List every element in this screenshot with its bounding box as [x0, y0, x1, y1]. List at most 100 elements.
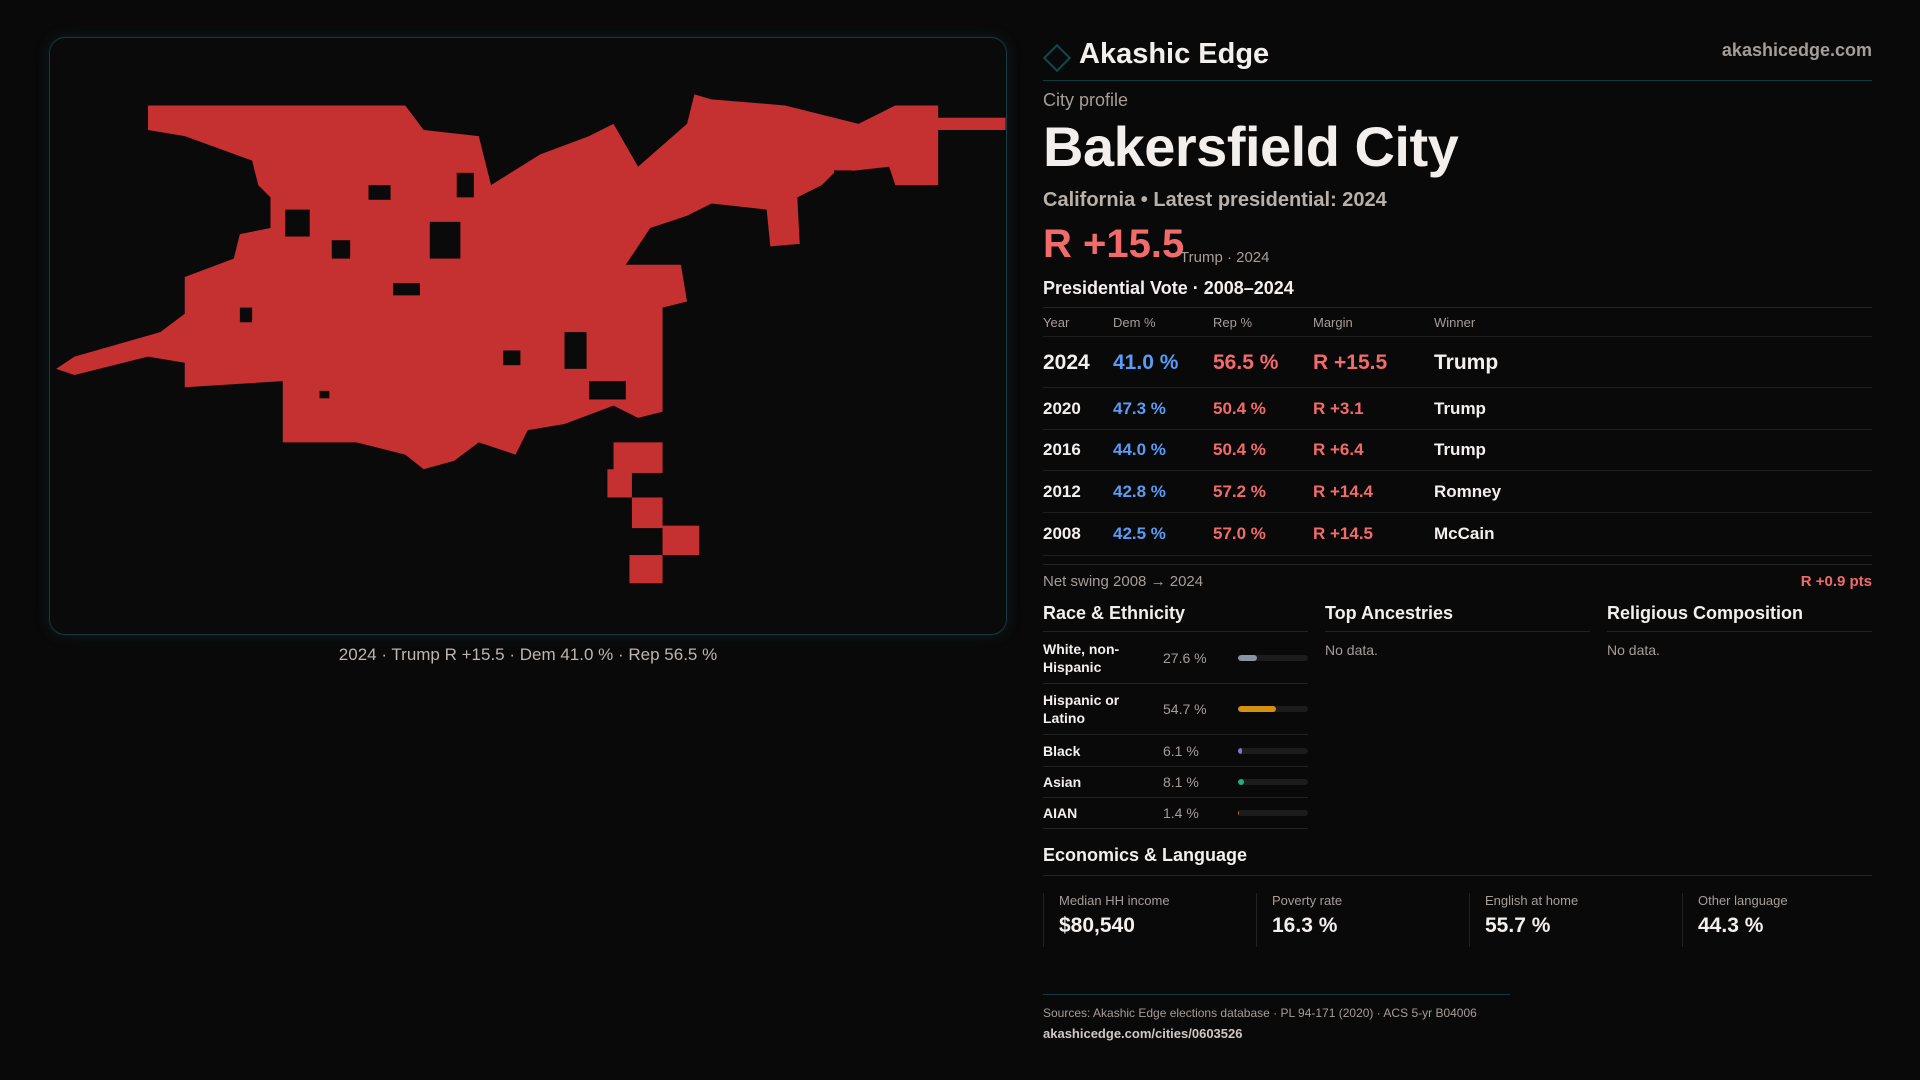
vote-row: 2008 42.5 % 57.0 % R +14.5 McCain — [1043, 513, 1872, 556]
header-divider — [1043, 80, 1872, 81]
col-margin: Margin — [1313, 315, 1353, 330]
religion-section: Religious Composition No data. — [1607, 600, 1872, 658]
brand[interactable]: Akashic Edge — [1042, 38, 1270, 72]
race-label: Black — [1043, 742, 1081, 759]
vote-rep: 57.2 % — [1213, 481, 1266, 501]
race-value: 6.1 % — [1163, 742, 1199, 759]
race-value: 54.7 % — [1163, 701, 1207, 717]
race-label: White, non-Hispanic — [1043, 640, 1120, 675]
card-value: 44.3 % — [1698, 914, 1764, 937]
race-bar-fill — [1238, 706, 1277, 712]
card-label: English at home — [1485, 893, 1579, 908]
vote-margin: R +3.1 — [1313, 398, 1364, 418]
vote-margin: R +14.4 — [1313, 481, 1374, 501]
votes-table-header: Year Dem % Rep % Margin Winner — [1043, 309, 1872, 337]
card-value: 16.3 % — [1272, 914, 1338, 937]
vote-dem: 42.8 % — [1113, 481, 1166, 501]
col-year: Year — [1043, 315, 1070, 330]
col-rep: Rep % — [1213, 315, 1253, 330]
vote-row: 2016 44.0 % 50.4 % R +6.4 Trump — [1043, 430, 1872, 471]
economics-card: Poverty rate 16.3 % — [1256, 893, 1469, 947]
city-main-area — [56, 94, 939, 470]
economics-heading: Economics & Language — [1043, 845, 1248, 865]
race-row: Black 6.1 % — [1043, 735, 1308, 767]
race-value: 1.4 % — [1163, 805, 1199, 821]
race-heading: Race & Ethnicity — [1043, 600, 1308, 632]
vote-row: 2020 47.3 % 50.4 % R +3.1 Trump — [1043, 388, 1872, 430]
col-dem: Dem % — [1113, 315, 1156, 330]
votes-heading: Presidential Vote · 2008–2024 — [1043, 278, 1294, 298]
race-row: White, non-Hispanic 27.6 % — [1043, 632, 1308, 684]
page-kicker: City profile — [1043, 90, 1129, 110]
race-bar — [1238, 779, 1308, 785]
vote-dem: 42.5 % — [1113, 524, 1166, 543]
ancestries-empty: No data. — [1325, 642, 1378, 658]
vote-row: 2024 41.0 % 56.5 % R +15.5 Trump — [1043, 338, 1872, 388]
vote-year: 2012 — [1043, 481, 1081, 501]
race-bar-fill — [1238, 747, 1243, 754]
city-boundary-map — [56, 94, 1006, 584]
card-label: Median HH income — [1059, 893, 1170, 908]
economics-card: Other language 44.3 % — [1682, 893, 1895, 947]
race-row: AIAN 1.4 % — [1043, 798, 1308, 829]
race-section: Race & Ethnicity White, non-Hispanic 27.6… — [1043, 600, 1308, 829]
site-link[interactable]: akashicedge.com — [1721, 40, 1872, 60]
race-bar-fill — [1238, 654, 1258, 661]
profile-panel: Akashic Edge akashicedge.com City profil… — [1042, 0, 1872, 1080]
map-caption: 2024 · Trump R +15.5 · Dem 41.0 % · Rep … — [338, 645, 718, 664]
page-subtitle: California • Latest presidential: 2024 — [1043, 189, 1387, 211]
ancestries-heading: Top Ancestries — [1325, 600, 1590, 632]
card-label: Other language — [1698, 893, 1788, 908]
race-label: Asian — [1043, 774, 1082, 790]
race-label: AIAN — [1043, 805, 1078, 821]
vote-margin: R +15.5 — [1313, 350, 1388, 374]
economics-card: Median HH income $80,540 — [1043, 893, 1256, 947]
race-value: 8.1 % — [1163, 774, 1199, 790]
vote-winner: Romney — [1434, 481, 1502, 501]
map-panel[interactable] — [49, 37, 1007, 635]
col-winner: Winner — [1434, 315, 1476, 330]
card-label: Poverty rate — [1272, 893, 1343, 908]
religion-heading: Religious Composition — [1607, 600, 1872, 632]
vote-year: 2008 — [1043, 524, 1081, 543]
race-row: Hispanic or Latino 54.7 % — [1043, 684, 1308, 735]
vote-margin: R +6.4 — [1313, 440, 1364, 459]
race-value: 27.6 % — [1163, 649, 1207, 666]
vote-rep: 57.0 % — [1213, 524, 1266, 543]
vote-winner: Trump — [1434, 350, 1499, 374]
race-label: Hispanic or Latino — [1043, 692, 1120, 726]
race-bar — [1238, 706, 1308, 712]
vote-rep: 50.4 % — [1213, 398, 1266, 418]
race-bar-fill — [1238, 779, 1244, 785]
headline-margin-note: Trump · 2024 — [1180, 249, 1270, 266]
vote-year: 2020 — [1043, 398, 1081, 418]
vote-dem: 44.0 % — [1113, 440, 1166, 459]
vote-winner: Trump — [1434, 398, 1486, 418]
economics-card: English at home 55.7 % — [1469, 893, 1682, 947]
vote-row: 2012 42.8 % 57.2 % R +14.4 Romney — [1043, 471, 1872, 513]
card-value: 55.7 % — [1485, 914, 1551, 937]
footer-url[interactable]: akashicedge.com/cities/0603526 — [1043, 1026, 1243, 1041]
vote-winner: Trump — [1434, 440, 1486, 459]
vote-year: 2016 — [1043, 440, 1081, 459]
vote-rep: 50.4 % — [1213, 440, 1266, 459]
page-title: Bakersfield City — [1043, 115, 1459, 178]
race-bar-fill — [1238, 810, 1240, 816]
vote-rep: 56.5 % — [1213, 350, 1279, 374]
footer-divider — [1043, 994, 1510, 995]
footer-sources: Sources: Akashic Edge elections database… — [1043, 1006, 1477, 1020]
vote-dem: 47.3 % — [1113, 398, 1166, 418]
headline-margin: R +15.5 — [1043, 222, 1185, 266]
vote-dem: 41.0 % — [1113, 350, 1179, 374]
vote-year: 2024 — [1043, 350, 1090, 374]
diamond-logo-icon — [1042, 43, 1072, 72]
swing-value: R +0.9 pts — [1800, 573, 1872, 590]
vote-margin: R +14.5 — [1313, 524, 1374, 543]
race-bar — [1238, 654, 1308, 661]
race-row: Asian 8.1 % — [1043, 767, 1308, 798]
ancestries-section: Top Ancestries No data. — [1325, 600, 1590, 658]
race-bar — [1238, 747, 1308, 754]
brand-name: Akashic Edge — [1079, 38, 1270, 70]
card-value: $80,540 — [1059, 914, 1135, 937]
religion-empty: No data. — [1607, 642, 1660, 658]
